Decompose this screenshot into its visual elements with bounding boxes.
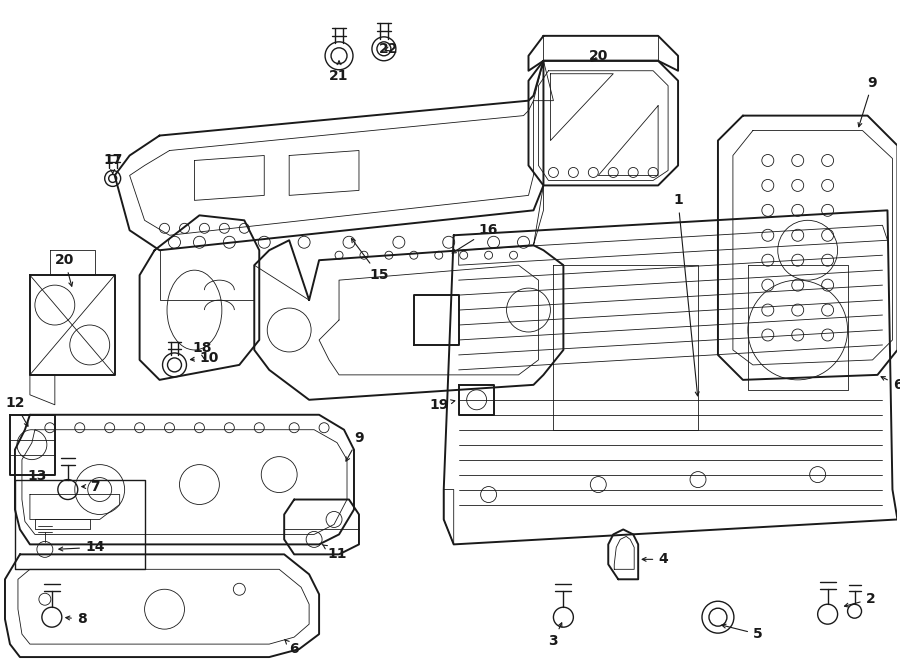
Text: 2: 2 xyxy=(844,592,876,607)
Text: 19: 19 xyxy=(429,398,454,412)
Text: 7: 7 xyxy=(82,479,100,494)
Text: 22: 22 xyxy=(379,42,399,56)
Text: 10: 10 xyxy=(191,351,219,365)
Text: 6: 6 xyxy=(881,377,900,392)
Text: 4: 4 xyxy=(643,553,668,566)
Text: 17: 17 xyxy=(103,153,122,174)
Text: 8: 8 xyxy=(66,612,86,626)
Text: 20: 20 xyxy=(55,253,75,286)
Text: 11: 11 xyxy=(322,545,346,561)
Text: 9: 9 xyxy=(858,76,878,127)
Text: 5: 5 xyxy=(722,624,762,641)
Text: 20: 20 xyxy=(589,49,608,63)
Text: 1: 1 xyxy=(673,194,699,396)
Text: 15: 15 xyxy=(351,239,389,282)
Text: 13: 13 xyxy=(28,469,48,483)
Text: 3: 3 xyxy=(549,623,562,648)
Text: 12: 12 xyxy=(5,396,28,426)
Text: 18: 18 xyxy=(193,341,212,359)
Text: 6: 6 xyxy=(284,639,299,656)
Text: 21: 21 xyxy=(329,61,349,83)
Text: 14: 14 xyxy=(58,541,104,555)
Text: 9: 9 xyxy=(346,431,364,461)
Text: 16: 16 xyxy=(452,223,499,253)
